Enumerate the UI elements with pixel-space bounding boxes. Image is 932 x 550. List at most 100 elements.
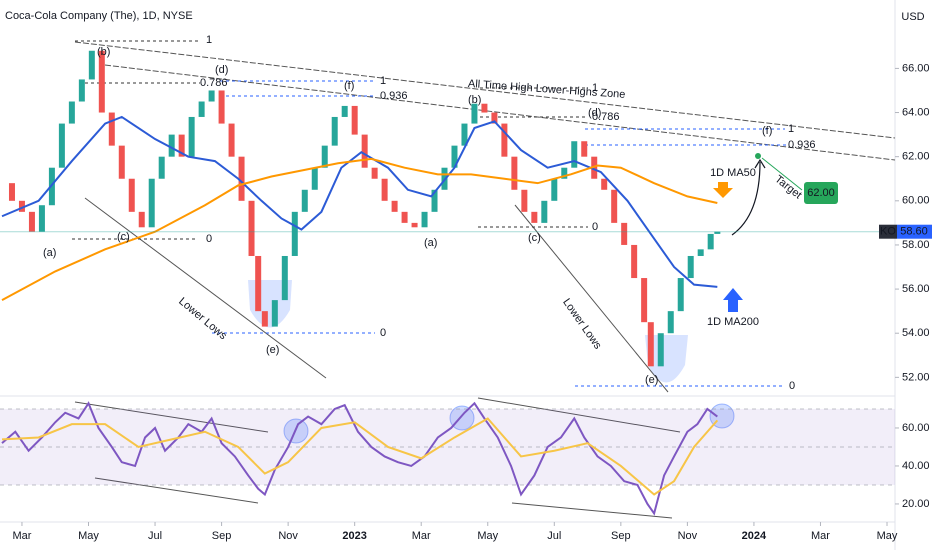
candle (707, 233, 714, 250)
candle (481, 103, 488, 113)
candle (411, 222, 418, 228)
candle (88, 50, 95, 80)
target-box (804, 182, 838, 204)
annotation: (d) (588, 107, 601, 119)
candle (621, 222, 628, 245)
candle (58, 123, 65, 168)
x-tick-label: Sep (212, 530, 232, 542)
annotation: (b) (97, 46, 110, 58)
x-tick-label: Nov (678, 530, 698, 542)
target-dot (755, 153, 761, 159)
line-series (1, 157, 718, 301)
annotation: 0 (380, 327, 386, 339)
y-tick-label: 54.00 (902, 327, 930, 339)
candle (381, 178, 388, 201)
candle (667, 311, 674, 334)
price-box (897, 224, 932, 239)
candle (38, 205, 45, 232)
candle (647, 322, 654, 367)
line-series (1, 417, 719, 496)
candle (248, 200, 255, 256)
candle (291, 211, 298, 256)
y-tick-label: 66.00 (902, 62, 930, 74)
annotation: (c) (117, 231, 130, 243)
candle (98, 50, 105, 113)
chart-title: Coca-Cola Company (The), 1D, NYSE (5, 10, 193, 22)
candle (431, 189, 438, 212)
candle (401, 211, 408, 223)
annotation: 0.786 (592, 111, 620, 123)
target-line (761, 157, 803, 191)
annotation: 0.936 (788, 139, 816, 151)
currency: USD (901, 11, 924, 23)
projection-arrow (731, 161, 761, 236)
candle (511, 156, 518, 190)
candle (361, 134, 368, 168)
y-tick-label: 20.00 (902, 498, 930, 510)
candle (208, 90, 215, 102)
candle (631, 244, 638, 279)
series-label: 1D MA50 (710, 167, 756, 179)
x-tick-label: Mar (412, 530, 431, 542)
annotation: 0 (206, 233, 212, 245)
candle (128, 178, 135, 212)
candle (561, 167, 568, 179)
y-tick-label: 52.00 (902, 371, 930, 383)
candle (501, 123, 508, 157)
candle (551, 178, 558, 201)
x-tick-label: Jul (148, 530, 162, 542)
candle (541, 200, 548, 223)
candle (118, 145, 125, 179)
annotation: 0.936 (380, 90, 408, 102)
candle (697, 249, 704, 256)
x-tick-label: Jul (547, 530, 561, 542)
down-arrow (713, 182, 733, 198)
x-tick-label: May (877, 530, 898, 542)
x-tick-label: 2024 (742, 530, 767, 542)
arrow-head (754, 158, 766, 169)
candle (261, 311, 268, 327)
price-label: 58.60 (900, 226, 928, 238)
candle (451, 145, 458, 168)
y-tick-label: 64.00 (902, 106, 930, 118)
candle (148, 178, 155, 228)
candle (521, 189, 528, 212)
annotation: (f) (762, 125, 772, 137)
ticker: KO (880, 226, 896, 238)
y-tick-label: 62.00 (902, 151, 930, 163)
candle (611, 189, 618, 223)
x-tick-label: Mar (811, 530, 830, 542)
candle (198, 101, 205, 117)
candle (301, 189, 308, 212)
annotation: (a) (43, 247, 56, 259)
candle (371, 167, 378, 179)
annotation: (a) (424, 237, 437, 249)
candle (641, 278, 648, 323)
trend-lines (74, 41, 896, 519)
y-tick-label: 56.00 (902, 283, 930, 295)
candle (188, 116, 195, 157)
candle (28, 211, 35, 232)
candle (311, 167, 318, 190)
up-arrow (723, 288, 743, 312)
annotation: (d) (215, 64, 228, 76)
candle (228, 123, 235, 157)
candle (341, 105, 348, 117)
candle (461, 123, 468, 146)
annotation: (b) (468, 94, 481, 106)
candle (591, 156, 598, 179)
candle (158, 156, 165, 179)
candle (331, 116, 338, 146)
ticker-box (879, 224, 897, 239)
candle (18, 200, 25, 212)
annotation: 0 (592, 221, 598, 233)
candle (68, 101, 75, 124)
candle (571, 141, 578, 168)
annotation: (e) (266, 344, 279, 356)
y-tick-label: 60.00 (902, 195, 930, 207)
candle (491, 112, 498, 124)
candle (138, 211, 145, 228)
annotation: 1 (788, 123, 794, 135)
candle (677, 278, 684, 312)
